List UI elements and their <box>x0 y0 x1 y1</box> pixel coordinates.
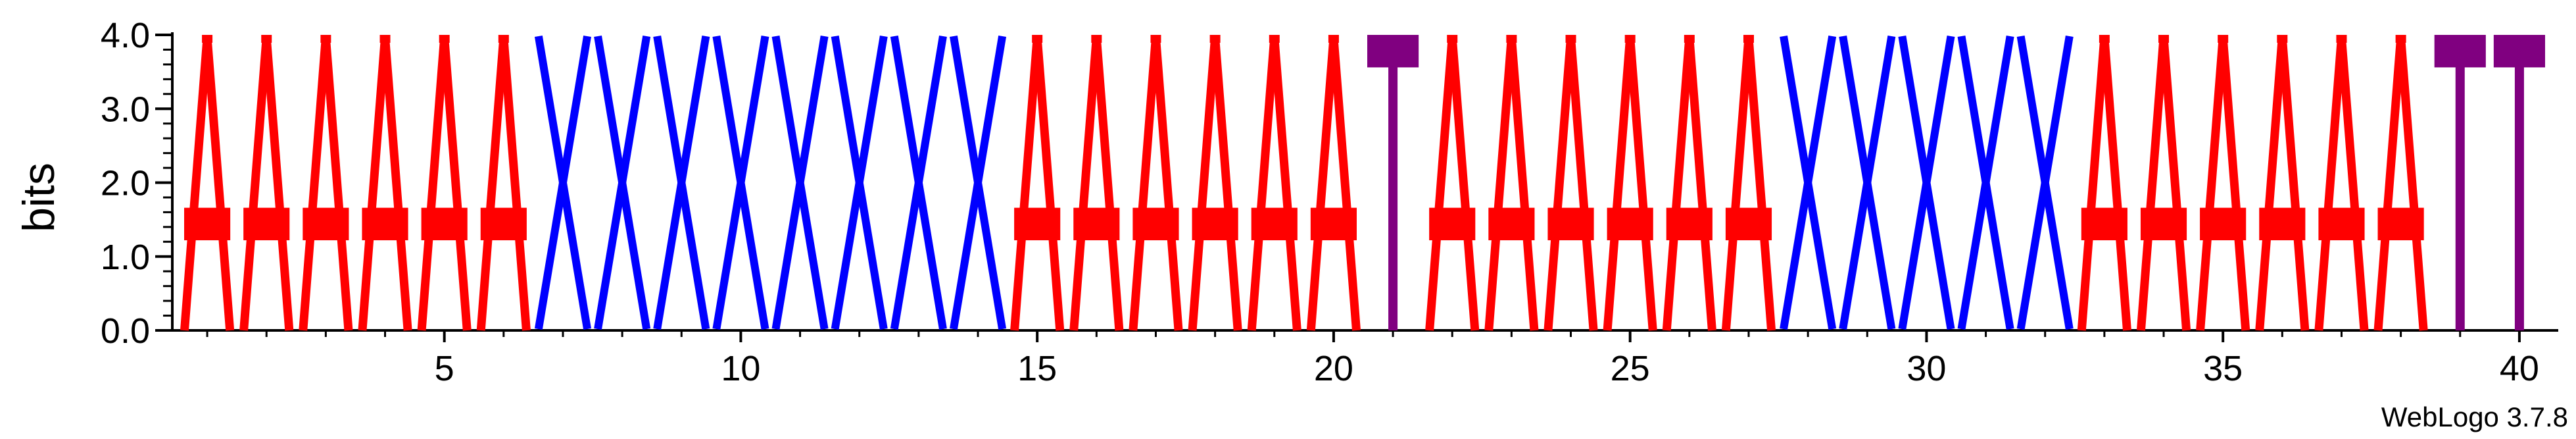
glyph-X-pos-29 <box>1839 36 1896 330</box>
glyph-X-pos-28 <box>1780 36 1837 330</box>
glyph-A-pos-20 <box>1306 35 1361 331</box>
logo-glyphs <box>180 35 2545 331</box>
glyph-X-pos-31 <box>1957 36 2014 330</box>
y-axis: 0.0 1.0 2.0 3.0 4.0 <box>101 16 174 351</box>
glyph-A-pos-36 <box>2255 35 2310 331</box>
glyph-A-pos-34 <box>2136 35 2191 331</box>
glyph-X-pos-8 <box>594 36 651 330</box>
x-tick-label: 15 <box>1017 349 1057 388</box>
glyph-T-pos-40 <box>2493 35 2545 330</box>
glyph-T-pos-21 <box>1367 35 1419 330</box>
glyph-A-pos-38 <box>2373 35 2428 331</box>
glyph-A-pos-3 <box>299 35 353 331</box>
glyph-A-pos-25 <box>1603 35 1657 331</box>
y-axis-label: bits <box>14 163 64 232</box>
glyph-A-pos-27 <box>1721 35 1776 331</box>
y-tick-label: 4.0 <box>101 16 150 55</box>
glyph-A-pos-1 <box>180 35 235 331</box>
glyph-A-pos-24 <box>1543 35 1598 331</box>
glyph-X-pos-14 <box>950 36 1007 330</box>
glyph-X-pos-13 <box>890 36 947 330</box>
glyph-T-pos-39 <box>2434 35 2486 330</box>
x-tick-label: 5 <box>435 349 454 388</box>
glyph-X-pos-7 <box>534 36 591 330</box>
glyph-X-pos-12 <box>831 36 888 330</box>
y-tick-label: 1.0 <box>101 238 150 277</box>
glyph-A-pos-2 <box>239 35 294 331</box>
x-axis: 5 10 15 20 25 30 35 40 <box>172 329 2558 388</box>
glyph-A-pos-16 <box>1069 35 1124 331</box>
x-tick-label: 10 <box>721 349 760 388</box>
glyph-X-pos-32 <box>2016 36 2074 330</box>
glyph-X-pos-30 <box>1898 36 1955 330</box>
glyph-A-pos-35 <box>2196 35 2250 331</box>
glyph-A-pos-18 <box>1188 35 1242 331</box>
y-tick-label: 2.0 <box>101 164 150 203</box>
glyph-A-pos-19 <box>1247 35 1301 331</box>
glyph-A-pos-17 <box>1129 35 1183 331</box>
glyph-A-pos-37 <box>2314 35 2369 331</box>
glyph-X-pos-10 <box>712 36 769 330</box>
glyph-A-pos-4 <box>358 35 412 331</box>
glyph-X-pos-11 <box>771 36 829 330</box>
glyph-A-pos-23 <box>1484 35 1539 331</box>
glyph-A-pos-5 <box>417 35 472 331</box>
x-tick-label: 40 <box>2500 349 2539 388</box>
x-tick-label: 20 <box>1314 349 1353 388</box>
y-tick-label: 3.0 <box>101 90 150 129</box>
x-tick-label: 30 <box>1907 349 1946 388</box>
glyph-A-pos-26 <box>1662 35 1716 331</box>
x-tick-label: 35 <box>2203 349 2243 388</box>
glyph-A-pos-15 <box>1010 35 1065 331</box>
glyph-X-pos-9 <box>653 36 710 330</box>
x-tick-label: 25 <box>1611 349 1650 388</box>
glyph-A-pos-6 <box>476 35 531 331</box>
y-tick-label: 0.0 <box>101 311 150 351</box>
weblogo-credit: WebLogo 3.7.8 <box>2381 401 2568 432</box>
glyph-A-pos-33 <box>2077 35 2131 331</box>
glyph-A-pos-22 <box>1425 35 1480 331</box>
